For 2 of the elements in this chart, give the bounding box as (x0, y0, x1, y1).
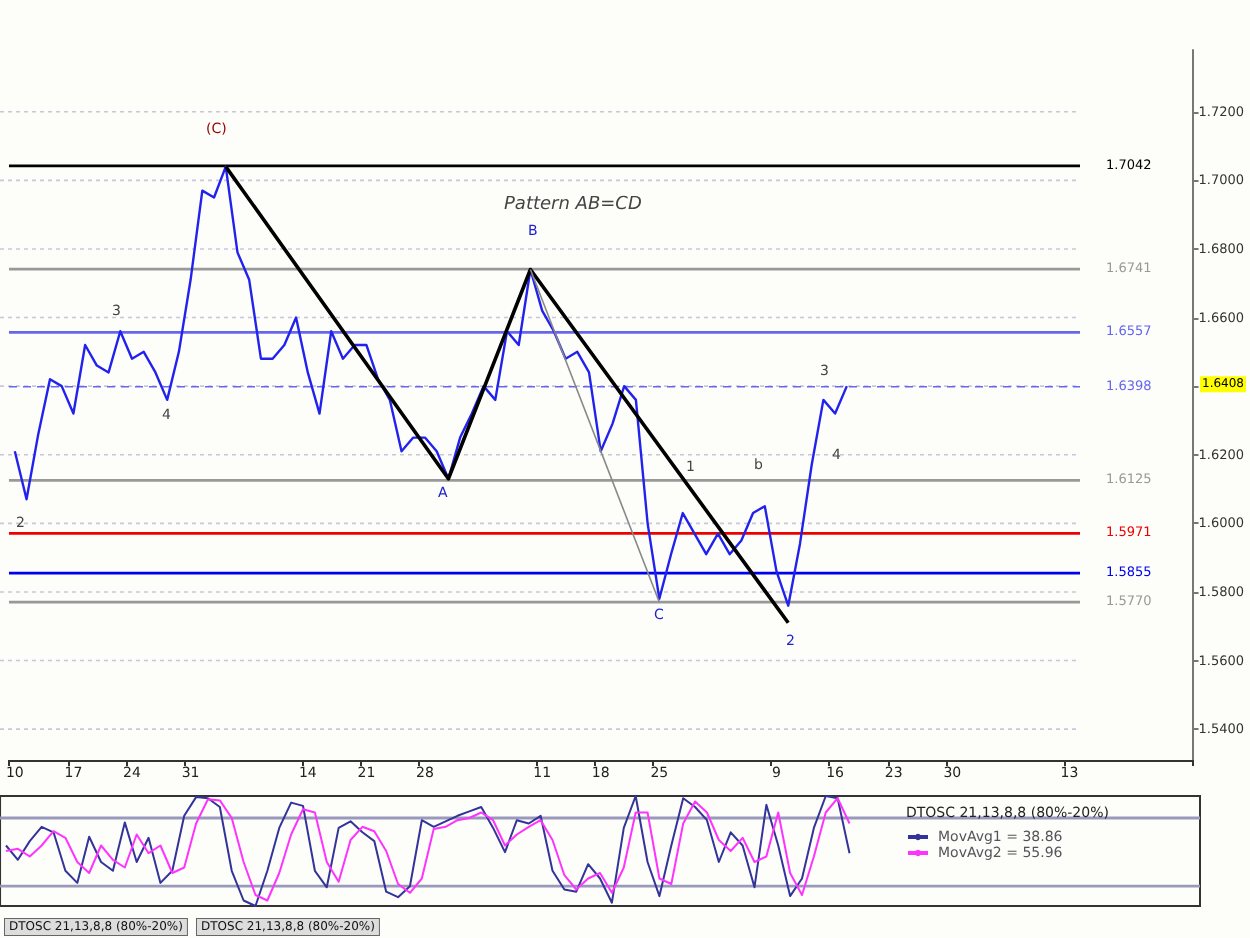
line-series (13, 165, 849, 607)
annotation: Pattern AB=CD (504, 195, 642, 215)
